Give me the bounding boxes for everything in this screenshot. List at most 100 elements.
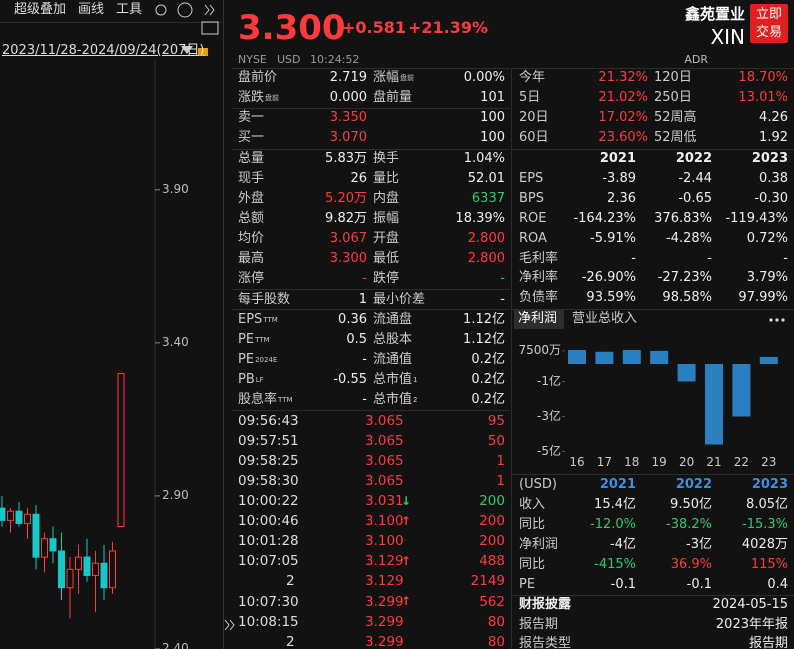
summary-value: 4028万 — [741, 536, 788, 552]
summary-value: -12.0% — [590, 516, 636, 532]
quote-value: 2.719 — [329, 69, 367, 85]
quote-value: 0.2亿 — [471, 372, 505, 388]
quote-value: 0.36 — [338, 311, 367, 327]
active-tab[interactable] — [514, 309, 564, 329]
x-tick-label: 16 — [569, 454, 585, 469]
trade-price: 3.299 — [365, 633, 404, 649]
candle-body — [24, 513, 31, 524]
trade-time: 10:07:05 — [238, 553, 299, 570]
fin-value: -27.23% — [657, 270, 712, 286]
fin-value: 0.38 — [759, 170, 788, 186]
divider — [0, 22, 222, 23]
quote-value: - — [362, 352, 367, 368]
x-tick-label: 17 — [596, 454, 613, 469]
summary-value: 8.05亿 — [746, 496, 788, 512]
candle-body — [41, 538, 48, 558]
y-tick-label: -1亿 — [537, 374, 561, 389]
candle-body — [66, 568, 74, 589]
fin-label: EPS — [519, 170, 544, 186]
superscript: 盘前 — [265, 94, 280, 103]
summary-value: 115% — [750, 556, 788, 572]
divider — [232, 309, 510, 310]
settings-icon[interactable] — [155, 4, 167, 16]
trade-time: 09:58:30 — [238, 472, 299, 489]
superscript: 1 — [413, 376, 418, 385]
dropdown-icon[interactable] — [181, 46, 193, 54]
trade-volume: 200 — [479, 513, 505, 530]
trade-price: 3.129 — [365, 573, 404, 590]
return-value: 4.26 — [759, 110, 788, 126]
kline — [0, 60, 160, 649]
trade-time: 2 — [286, 573, 295, 590]
quote-label: PE2024E — [238, 352, 278, 368]
bar — [705, 364, 723, 445]
quote-label: 涨幅盘前 — [373, 69, 415, 85]
quote-value: 3.070 — [329, 130, 367, 146]
return-label: 52周低 — [654, 130, 697, 146]
superscript: TTM — [263, 315, 278, 324]
more-icon[interactable] — [769, 318, 785, 322]
trade-volume: 2149 — [470, 573, 505, 590]
fin-value: - — [707, 250, 712, 266]
summary-label: 同比 — [519, 556, 546, 572]
trade-volume: 1 — [496, 472, 505, 489]
quote-label: 总量 — [238, 150, 265, 166]
quote-label: 盘前量 — [373, 90, 413, 106]
divider — [223, 0, 224, 649]
fin-value: 97.99% — [738, 290, 788, 306]
profit-chart — [562, 350, 778, 452]
lock-icon[interactable] — [198, 48, 208, 56]
return-value: 21.02% — [598, 90, 648, 106]
quote-value: 0.00% — [463, 69, 505, 85]
trade-time: 10:01:28 — [238, 533, 299, 550]
x-tick-label: 21 — [706, 454, 722, 469]
toolbar-item[interactable]: 画线 — [78, 1, 105, 17]
return-label: 120日 — [654, 69, 692, 85]
trade-price: 3.100 — [365, 533, 404, 550]
divider — [511, 68, 512, 649]
trade-button[interactable] — [750, 4, 788, 43]
help-icon[interactable] — [177, 2, 193, 18]
quote-label: 总市值1 — [373, 372, 418, 388]
quote-label: 外盘 — [238, 190, 265, 206]
trade-button-text[interactable]: 立即 — [755, 6, 782, 22]
year-header: 2022 — [675, 150, 712, 166]
divider — [512, 309, 794, 310]
return-value: 1.92 — [759, 130, 788, 146]
quote-label: 内盘 — [373, 190, 400, 206]
quote-value: 52.01 — [467, 170, 505, 186]
summary-value: -0.1 — [610, 576, 636, 592]
ticker: XIN — [710, 24, 745, 49]
quote-label: 买一 — [238, 130, 265, 146]
divider — [232, 108, 510, 109]
trade-time: 2 — [286, 633, 295, 649]
trade-volume: 200 — [479, 493, 505, 510]
fin-label: ROA — [519, 230, 547, 246]
price: 3.300 — [238, 7, 346, 48]
trade-button-text[interactable]: 交易 — [755, 24, 782, 40]
superscript: 盘前 — [400, 73, 415, 82]
bar — [732, 364, 751, 417]
tab[interactable]: 净利润 — [518, 310, 558, 326]
trade-price: 3.065 — [365, 452, 404, 469]
expand-icon[interactable] — [204, 4, 215, 16]
date-range[interactable]: 2023/11/28-2024/09/24(207日) — [2, 42, 205, 58]
summary-label: 收入 — [519, 496, 546, 512]
stock-name: 鑫苑置业 — [684, 4, 745, 23]
fin-value: -0.30 — [754, 190, 788, 206]
fin-value: - — [631, 250, 636, 266]
trade-price: 3.129 — [365, 553, 404, 570]
trade-time: 09:56:43 — [238, 412, 299, 429]
currency: USD — [277, 53, 301, 67]
quote-label: 涨停 — [238, 271, 265, 287]
candle-body — [49, 538, 57, 552]
return-label: 52周高 — [654, 110, 697, 126]
fin-value: -3.89 — [602, 170, 636, 186]
wp-icon[interactable] — [201, 21, 219, 35]
collapse-icon[interactable] — [224, 619, 235, 631]
quote-label: 流通盘 — [373, 311, 413, 327]
fin-label: 毛利率 — [519, 250, 559, 266]
toolbar-item[interactable]: 超级叠加 — [14, 1, 67, 17]
toolbar-item[interactable]: 工具 — [116, 1, 143, 17]
tab[interactable]: 营业总收入 — [572, 310, 638, 326]
